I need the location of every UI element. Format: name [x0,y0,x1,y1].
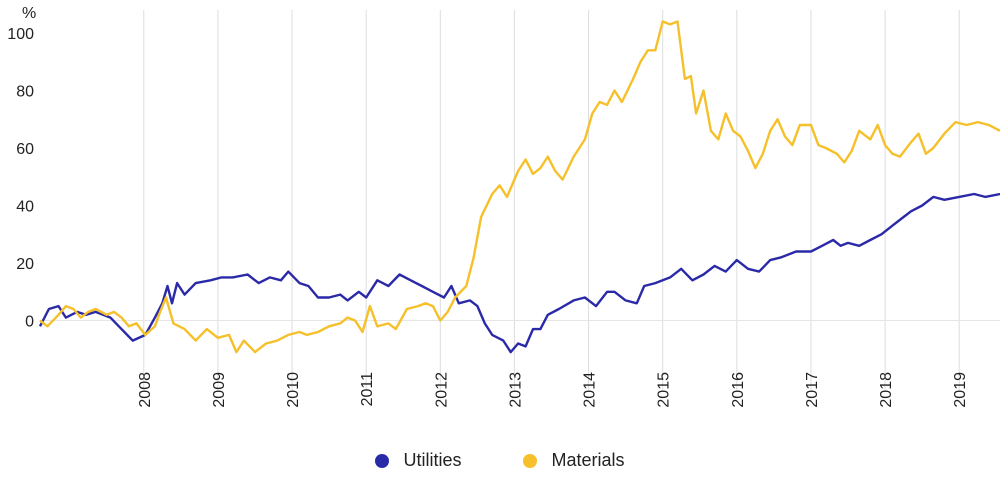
legend-label-materials: Materials [551,450,625,470]
y-tick-label-100: 100 [7,26,34,43]
y-tick-label-60: 60 [16,141,34,158]
legend-item-materials[interactable]: Materials [523,450,625,471]
utilities-legend-marker [375,453,390,468]
series-line-materials [39,20,1000,354]
series-line-utilities [38,192,1000,354]
series-lines [38,20,1000,354]
x-tick-label-2009: 2009 [211,372,228,408]
materials-legend-marker [523,453,538,468]
x-tick-label-2015: 2015 [656,372,673,408]
x-tick-label-2014: 2014 [582,372,599,408]
axes: 2008 2009 2010 2011 2012 2013 2014 2015 2016 2017… [7,26,969,408]
x-tick-label-2012: 2012 [433,372,450,408]
line-chart: 2008 2009 2010 2011 2012 2013 2014 2015 2016 2017… [7,5,1000,408]
x-tick-label-2010: 2010 [285,372,302,408]
x-tick-label-2013: 2013 [507,372,524,408]
x-tick-label-2008: 2008 [137,372,154,408]
y-tick-label-0: 0 [25,314,34,331]
x-tick-label-2018: 2018 [878,372,895,408]
legend-item-utilities[interactable]: Utilities [375,450,461,471]
y-tick-label-80: 80 [16,84,34,101]
legend: Utilities Materials [0,450,1000,471]
gridlines [40,10,1000,390]
y-tick-label-20: 20 [16,256,34,273]
y-axis-unit-label: % [22,5,36,22]
legend-label-utilities: Utilities [403,450,462,470]
x-tick-label-2017: 2017 [804,372,821,408]
x-tick-label-2016: 2016 [730,372,747,408]
x-tick-label-2019: 2019 [952,372,969,408]
x-tick-label-2011: 2011 [359,372,376,407]
y-tick-label-40: 40 [16,199,34,216]
